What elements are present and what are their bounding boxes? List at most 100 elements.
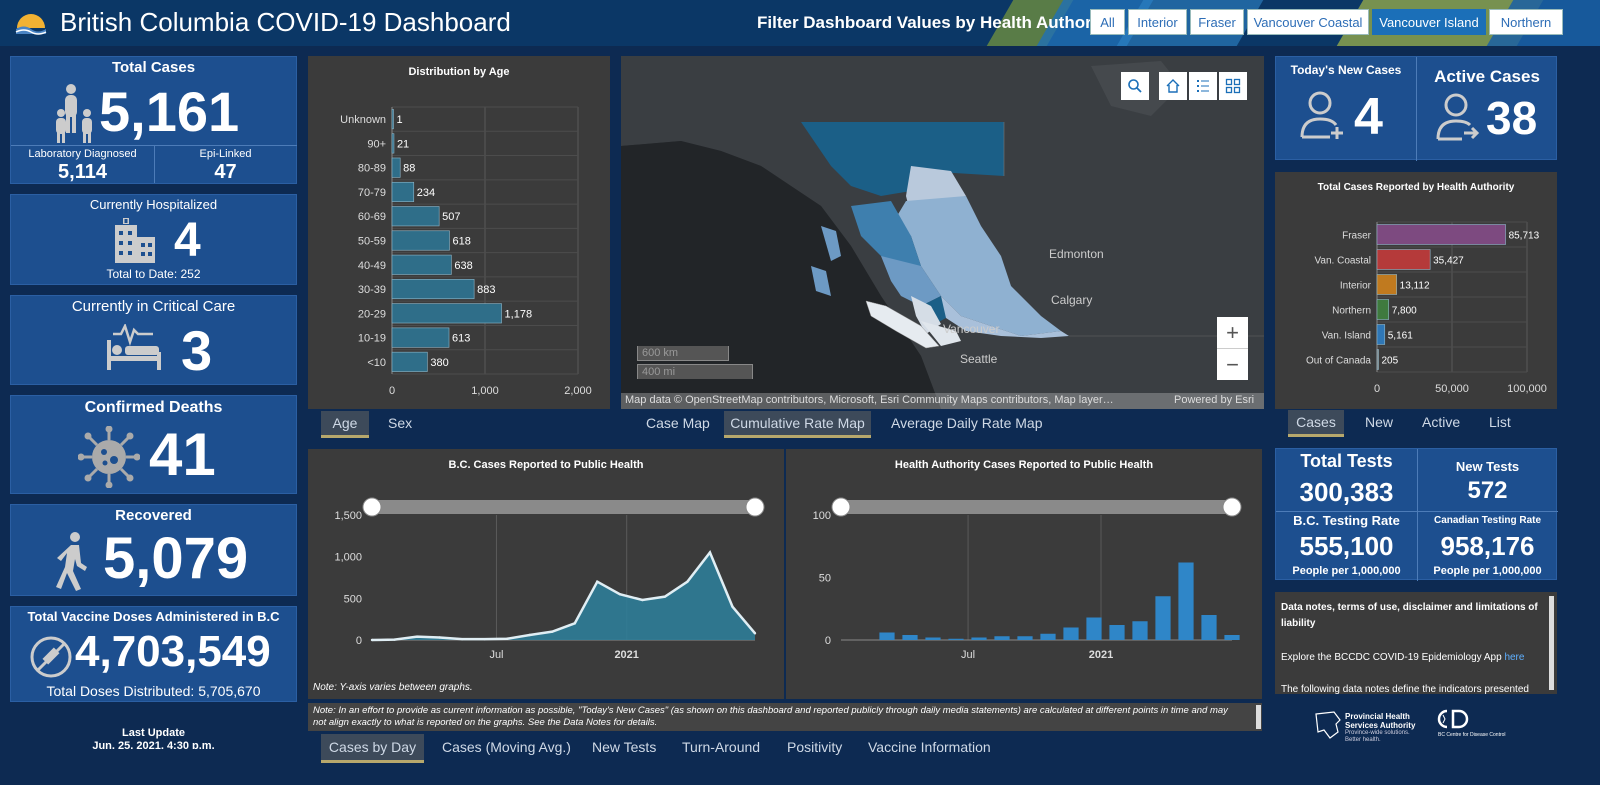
tab-cases[interactable]: Cases <box>1288 410 1344 437</box>
tab-sex[interactable]: Sex <box>388 415 413 431</box>
phsa-logo <box>1314 710 1342 745</box>
new-cases-value: 4 <box>1354 88 1383 146</box>
note-panel: Note: In an effort to provide as current… <box>308 703 1262 731</box>
map-label-vancouver: Vancouver <box>943 322 1000 336</box>
slider-handle-left <box>362 497 382 517</box>
map-label-edmonton: Edmonton <box>1049 247 1104 261</box>
bc-testing-rate-title: B.C. Testing Rate <box>1293 513 1400 528</box>
zoom-in-button[interactable]: + <box>1217 317 1248 349</box>
map-basemap-button[interactable] <box>1219 72 1247 100</box>
range-slider <box>841 500 1232 514</box>
value-label: 234 <box>417 187 435 199</box>
value-label: 883 <box>477 284 495 296</box>
map-search-button[interactable] <box>1121 72 1149 100</box>
value-label: 1 <box>397 114 403 126</box>
phsa-logo-text: Provincial Health Services Authority <box>1345 712 1416 730</box>
scale-km: 600 km <box>637 346 729 361</box>
explore-link[interactable]: here <box>1504 652 1525 663</box>
data-point <box>505 637 509 640</box>
tab-vaccine-information[interactable]: Vaccine Information <box>868 739 991 755</box>
age-chart-panel: Distribution by Age 0 1,000 2,000 Unknown 1 9… <box>308 56 610 409</box>
tab-positivity[interactable]: Positivity <box>787 739 843 755</box>
category-label: 80-89 <box>358 163 386 175</box>
map-legend-button[interactable] <box>1189 72 1217 100</box>
canadian-testing-rate-unit: People per 1,000,000 <box>1433 565 1542 577</box>
bc-logo <box>14 10 48 41</box>
value-label: 507 <box>442 211 460 223</box>
lab-diagnosed-label: Laboratory Diagnosed <box>28 148 137 160</box>
active-cases-title: Active Cases <box>1434 67 1540 86</box>
bc-testing-rate-value: 555,100 <box>1299 531 1394 561</box>
age-chart-title: Distribution by Age <box>408 66 510 78</box>
map-view[interactable]: Edmonton Calgary Vancouver Seattle + − 6… <box>621 56 1264 409</box>
filter-vancouver-island-button[interactable]: Vancouver Island <box>1372 9 1486 35</box>
note-scrollbar[interactable] <box>1256 705 1261 729</box>
data-notes-scrollbar[interactable] <box>1549 596 1554 690</box>
ha-cases-title: Health Authority Cases Reported to Publi… <box>894 459 1154 471</box>
filter-all-button[interactable]: All <box>1090 9 1125 35</box>
filter-vancouver-coastal-button[interactable]: Vancouver Coastal <box>1247 9 1369 35</box>
tab-cumulative-rate-map[interactable]: Cumulative Rate Map <box>724 411 871 438</box>
category-label: Van. Coastal <box>1314 256 1371 267</box>
filter-fraser-button[interactable]: Fraser <box>1190 9 1244 35</box>
x-tick-label: 0 <box>1374 383 1380 395</box>
data-point <box>483 637 486 641</box>
x-tick-label: 50,000 <box>1435 383 1469 395</box>
tab-new[interactable]: New <box>1365 414 1394 430</box>
canadian-testing-rate-value: 958,176 <box>1440 531 1535 561</box>
bc-cases-chart: 0 500 1,000 1,500 Jul 2021 <box>334 497 765 661</box>
y-tick-label: 1,500 <box>334 510 362 522</box>
ha-chart-title: Total Cases Reported by Health Authority <box>1317 182 1515 193</box>
filter-northern-button[interactable]: Northern <box>1489 9 1563 35</box>
bar <box>1201 615 1217 640</box>
category-label: Northern <box>1332 306 1371 317</box>
filter-interior-button[interactable]: Interior <box>1128 9 1187 35</box>
zoom-out-button[interactable]: − <box>1217 349 1248 380</box>
vaccine-card: Total Vaccine Doses Administered in B.C … <box>10 606 297 702</box>
bar <box>1109 625 1125 640</box>
data-point <box>663 595 667 598</box>
y-tick-label: 0 <box>356 635 362 647</box>
bar <box>391 303 502 324</box>
map-home-button[interactable] <box>1159 72 1187 100</box>
category-label: Fraser <box>1342 231 1372 242</box>
bar <box>1086 617 1102 640</box>
y-tick-label: 0 <box>825 635 831 647</box>
tab-turn-around[interactable]: Turn-Around <box>682 739 761 755</box>
x-tick-label: 2021 <box>614 649 638 661</box>
age-chart: 0 1,000 2,000 Unknown 1 90+ 21 80-89 88 70-79 234 6… <box>340 106 592 397</box>
tab-active[interactable]: Active <box>1422 414 1461 430</box>
canadian-testing-rate-title: Canadian Testing Rate <box>1433 515 1542 526</box>
data-notes-panel[interactable]: Data notes, terms of use, disclaimer and… <box>1275 592 1557 694</box>
data-notes-explore: Explore the BCCDC COVID-19 Epidemiology … <box>1281 652 1543 663</box>
slider-handle-left <box>831 497 851 517</box>
tab-average-daily-rate-map[interactable]: Average Daily Rate Map <box>891 415 1043 431</box>
bar <box>1017 636 1033 640</box>
y-tick-label: 100 <box>813 510 831 522</box>
bar <box>902 635 918 640</box>
category-label: Van. Island <box>1322 331 1371 342</box>
value-label: 205 <box>1382 356 1399 367</box>
tab-age[interactable]: Age <box>321 411 369 438</box>
data-point <box>686 580 689 583</box>
ha-chart-panel: Total Cases Reported by Health Authority… <box>1275 172 1557 409</box>
x-tick-label: 2,000 <box>564 385 592 397</box>
tab-list[interactable]: List <box>1489 414 1511 430</box>
y-tick-label: 50 <box>819 573 831 585</box>
category-label: 20-29 <box>358 308 386 320</box>
tab-cases-by-day[interactable]: Cases by Day <box>321 734 424 763</box>
tab-new-tests[interactable]: New Tests <box>592 739 657 755</box>
bc-cases-panel: B.C. Cases Reported to Public Health 0 50… <box>308 449 784 699</box>
tab-cases-moving-avg[interactable]: Cases (Moving Avg.) <box>442 739 571 755</box>
explore-text: Explore the BCCDC COVID-19 Epidemiology … <box>1281 652 1505 663</box>
search-icon <box>1128 79 1142 93</box>
person-arrow-icon <box>1436 93 1480 141</box>
x-tick-label: Jul <box>961 649 975 661</box>
last-update-value: Jun. 25, 2021, 4:30 p.m. <box>92 740 215 749</box>
tab-case-map[interactable]: Case Map <box>646 415 710 431</box>
epi-linked-label: Epi-Linked <box>199 148 252 160</box>
category-label: Out of Canada <box>1306 356 1371 367</box>
value-label: 85,713 <box>1509 231 1540 242</box>
value-label: 13,112 <box>1400 281 1430 292</box>
range-slider <box>372 500 755 514</box>
